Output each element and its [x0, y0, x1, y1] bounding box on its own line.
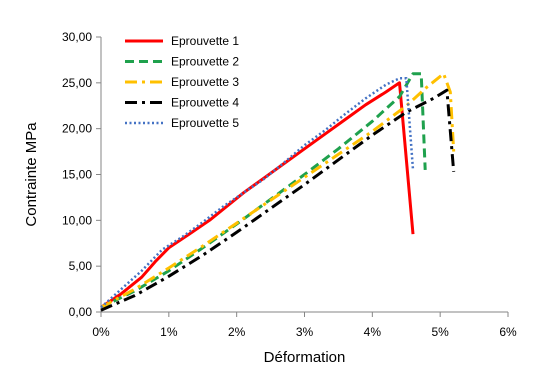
x-tick-label: 2% — [228, 325, 246, 339]
y-tick-label: 10,00 — [62, 213, 92, 227]
y-tick-label: 25,00 — [62, 76, 92, 90]
x-tick-label: 0% — [92, 325, 110, 339]
x-axis-title: Déformation — [264, 349, 346, 366]
legend: Eprouvette 1 Eprouvette 2 Eprouvette 3 Epro… — [125, 34, 239, 130]
x-tick-label: 6% — [499, 325, 517, 339]
series-line-eprouvette-1 — [100, 81, 415, 309]
x-tick-label: 4% — [364, 325, 382, 339]
x-tick-label: 5% — [431, 325, 449, 339]
x-axis-ticks: 0% 1% 2% 3% 4% 5% 6% — [92, 312, 517, 339]
y-tick-label: 5,00 — [69, 259, 93, 273]
series-line-eprouvette-5 — [100, 77, 415, 309]
y-tick-label: 15,00 — [62, 168, 92, 182]
x-tick-label: 3% — [296, 325, 314, 339]
legend-label-eprouvette-1: Eprouvette 1 — [171, 34, 239, 48]
series-layer — [100, 72, 456, 312]
y-tick-label: 0,00 — [69, 305, 93, 319]
y-axis-ticks: 0,00 5,00 10,00 15,00 20,00 25,00 30,00 — [62, 30, 101, 319]
legend-label-eprouvette-2: Eprouvette 2 — [171, 55, 239, 69]
y-tick-label: 20,00 — [62, 122, 92, 136]
plot-area: 0% 1% 2% 3% 4% 5% 6% 0,00 5,00 10,00 15,00 20,00 25… — [62, 30, 517, 339]
x-tick-label: 1% — [160, 325, 178, 339]
series-line-eprouvette-3 — [100, 72, 456, 309]
y-axis-title: Contrainte MPa — [23, 122, 40, 227]
y-tick-label: 30,00 — [62, 30, 92, 44]
legend-label-eprouvette-3: Eprouvette 3 — [171, 75, 239, 89]
series-line-eprouvette-4 — [100, 88, 456, 312]
legend-label-eprouvette-5: Eprouvette 5 — [171, 116, 239, 130]
series-line-eprouvette-2 — [100, 72, 427, 309]
legend-label-eprouvette-4: Eprouvette 4 — [171, 96, 239, 110]
